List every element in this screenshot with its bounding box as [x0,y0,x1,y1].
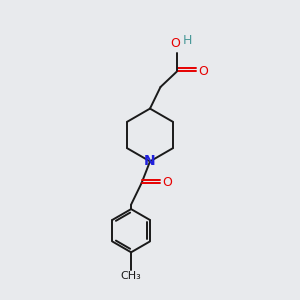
Text: O: O [198,65,208,78]
Text: O: O [171,38,180,50]
Text: H: H [183,34,192,47]
Text: O: O [163,176,172,190]
Text: CH₃: CH₃ [121,272,142,281]
Text: N: N [144,154,156,168]
